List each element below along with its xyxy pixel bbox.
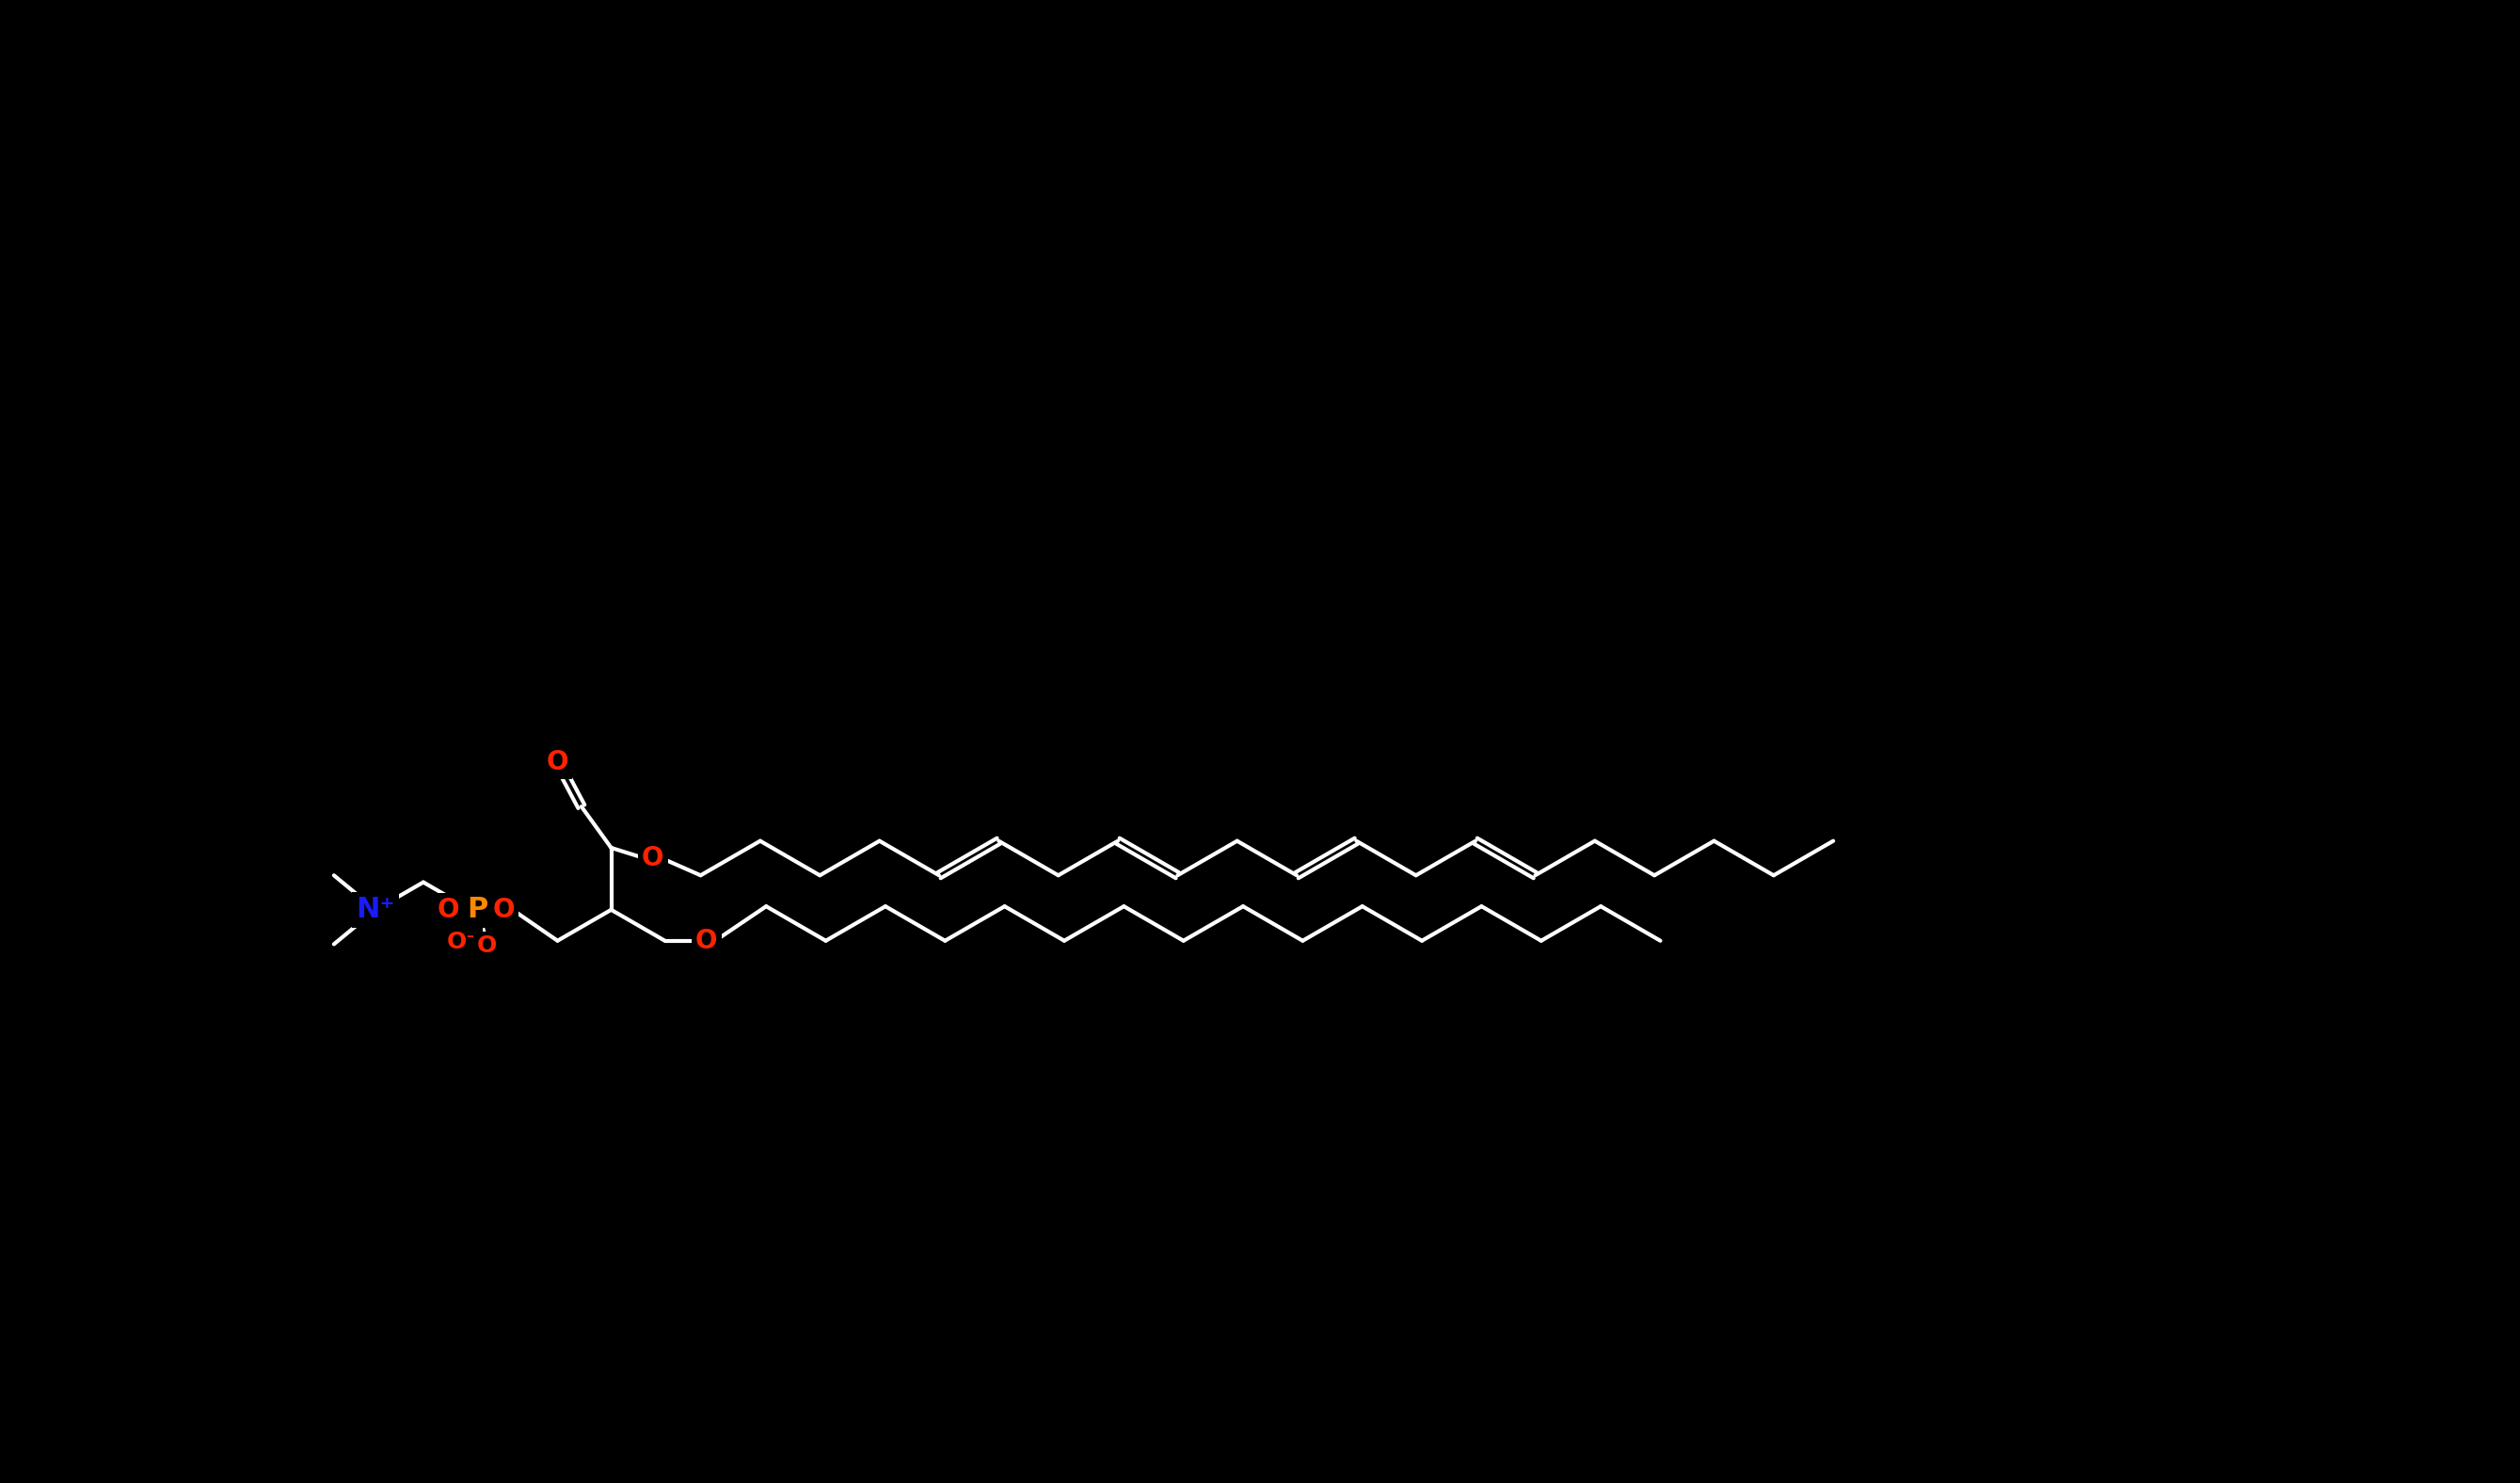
Text: O: O [643,845,663,872]
Text: O: O [476,934,496,958]
Text: O: O [436,897,459,922]
Text: O: O [547,749,570,776]
Text: O: O [696,927,718,954]
Text: O: O [494,897,514,922]
Text: P: P [466,896,486,924]
Text: O⁻: O⁻ [446,931,479,954]
Text: N⁺: N⁺ [355,896,396,924]
